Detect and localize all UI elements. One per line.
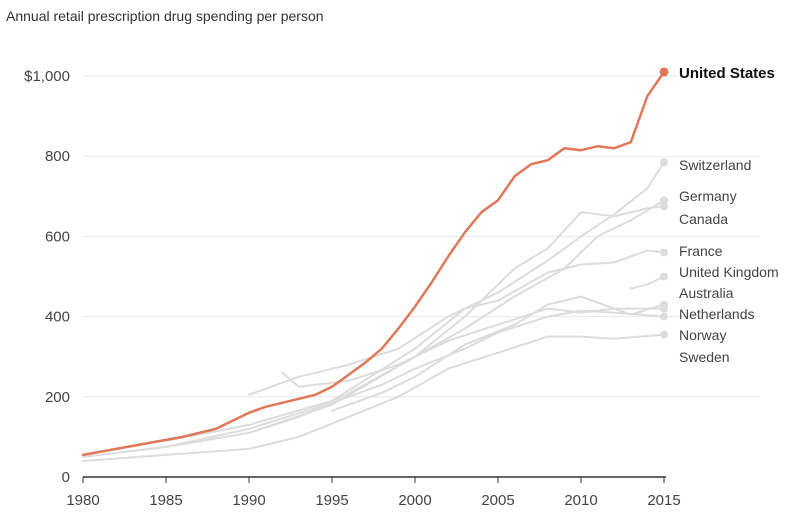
chart-title: Annual retail prescription drug spending…	[6, 8, 324, 24]
series-end-point	[660, 202, 668, 211]
series-line-sweden	[281, 307, 665, 388]
series-labels: United States Switzerland Germany Canada Fra…	[679, 65, 779, 365]
x-tick-label: 2010	[564, 492, 597, 509]
series-end-point	[660, 330, 668, 339]
series-lines	[81, 67, 669, 462]
x-tick-label: 2015	[647, 492, 680, 509]
series-label: Australia	[679, 285, 734, 301]
series-end-point	[660, 158, 668, 167]
y-tick-label: $1,000	[24, 68, 70, 85]
series-line-france	[165, 249, 665, 442]
series-line-germany	[82, 199, 665, 458]
series-line-netherlands	[248, 309, 665, 434]
y-tick-label: 200	[45, 389, 70, 406]
y-tick-label: 600	[45, 228, 70, 245]
series-label: United Kingdom	[679, 264, 779, 280]
series-label: Germany	[679, 188, 737, 204]
grid-lines: 0 200 400 600 800 $1,000	[24, 68, 760, 486]
x-tick-label: 1990	[232, 492, 265, 509]
y-tick-label: 400	[45, 309, 70, 326]
x-tick-label: 2005	[481, 492, 514, 509]
x-tick-label: 1995	[315, 492, 348, 509]
series-end-point	[660, 196, 668, 205]
series-label: Switzerland	[679, 157, 751, 173]
series-label: Norway	[679, 327, 726, 343]
series-label: United States	[679, 65, 775, 82]
y-tick-label: 800	[45, 148, 70, 165]
x-tick-label: 1985	[149, 492, 182, 509]
series-label: France	[679, 243, 723, 259]
series-line-united-states	[81, 70, 666, 457]
series-end-point	[660, 248, 668, 257]
series-line-united-kingdom	[629, 275, 665, 290]
series-end-point	[660, 312, 668, 321]
x-tick-label: 2000	[398, 492, 431, 509]
series-label: Canada	[679, 211, 728, 227]
series-label: Netherlands	[679, 306, 755, 322]
x-axis: 1980 1985 1990 1995 2000 2005 2010 2015	[66, 476, 681, 509]
series-line-norway	[82, 333, 665, 462]
y-tick-label: 0	[62, 469, 70, 486]
series-end-point	[660, 272, 668, 281]
series-end-point	[659, 67, 669, 77]
series-label: Sweden	[679, 349, 730, 365]
series-line-switzerland	[248, 161, 665, 396]
series-line-canada	[165, 205, 665, 448]
series-end-point	[660, 304, 668, 313]
x-tick-label: 1980	[66, 492, 99, 509]
